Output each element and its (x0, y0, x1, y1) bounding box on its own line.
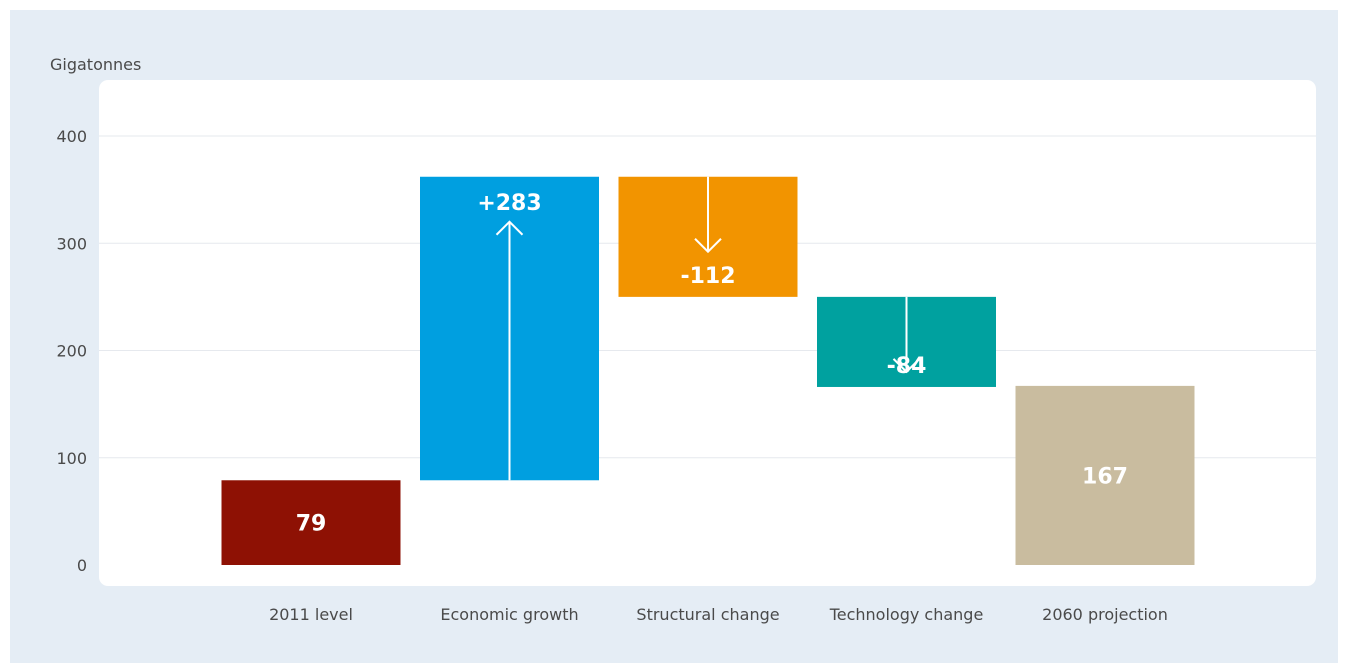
data-label: +283 (477, 191, 541, 216)
y-tick-label: 0 (77, 556, 87, 575)
y-tick-label: 100 (56, 449, 87, 468)
data-label: -112 (680, 264, 735, 289)
data-label: 167 (1082, 464, 1128, 489)
x-tick-label: 2060 projection (1042, 605, 1168, 624)
data-label: 79 (296, 512, 327, 537)
y-tick-label: 200 (56, 342, 87, 361)
y-axis-label: Gigatonnes (50, 55, 142, 74)
bar (221, 480, 401, 565)
data-label: -84 (887, 354, 927, 379)
arrow-up-icon (495, 220, 524, 236)
x-tick-label: Structural change (636, 605, 779, 624)
arrow-down-icon (892, 358, 921, 374)
y-tick-label: 400 (56, 127, 87, 146)
x-tick-label: Technology change (829, 605, 984, 624)
x-tick-label: Economic growth (440, 605, 578, 624)
arrow-down-icon (694, 238, 722, 254)
y-tick-label: 300 (56, 234, 87, 253)
x-tick-label: 2011 level (269, 605, 353, 624)
bar (1015, 385, 1195, 565)
